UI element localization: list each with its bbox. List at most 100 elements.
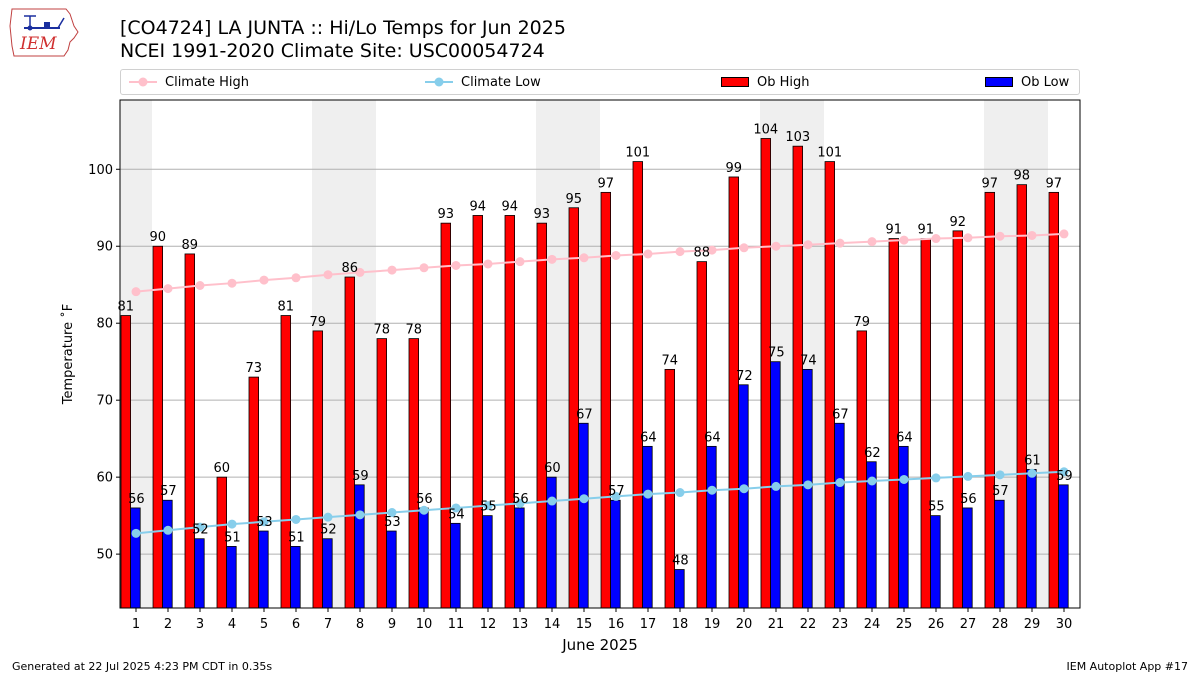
x-tick-label: 19 <box>704 617 721 632</box>
ob-low-bar <box>514 507 525 609</box>
ob-high-value-label: 89 <box>182 238 199 253</box>
climate-low-point <box>579 494 589 504</box>
y-tick-label: 80 <box>96 317 113 332</box>
ob-high-value-label: 97 <box>598 176 615 191</box>
x-tick-label: 1 <box>132 617 140 632</box>
ob-high-value-label: 93 <box>438 207 455 222</box>
climate-high-point <box>355 267 365 277</box>
ob-low-value-label: 64 <box>896 430 913 445</box>
ob-low-bar <box>354 484 365 609</box>
climate-low-point <box>323 512 333 522</box>
x-tick-label: 25 <box>896 617 913 632</box>
climate-high-point <box>547 254 557 264</box>
climate-low-point <box>899 474 909 484</box>
iem-logo: IEM <box>8 6 82 62</box>
ob-low-value-label: 75 <box>768 346 785 361</box>
climate-low-point <box>835 478 845 488</box>
ob-high-bar <box>536 222 548 609</box>
x-axis-label: June 2025 <box>561 636 638 654</box>
climate-low-point <box>675 488 685 498</box>
ob-low-value-label: 57 <box>992 484 1009 499</box>
ob-high-bar <box>248 376 260 609</box>
plot-frame <box>119 99 1081 609</box>
gridlines <box>120 168 1080 555</box>
climate-high-point <box>131 287 141 297</box>
ob-low-value-label: 51 <box>288 530 305 545</box>
x-tick-label: 9 <box>388 617 396 632</box>
legend-label-ob-high: Ob High <box>757 74 810 90</box>
x-tick-label: 28 <box>992 617 1009 632</box>
footer-generated-text: Generated at 22 Jul 2025 4:23 PM CDT in … <box>12 660 273 673</box>
climate-low-point <box>131 528 141 538</box>
ob-low-bar <box>482 515 493 609</box>
ob-high-value-label: 91 <box>918 223 935 238</box>
y-tick-label: 70 <box>96 394 113 409</box>
ob-low-bar <box>162 499 173 609</box>
ob-high-bar <box>856 330 868 609</box>
climate-low-point <box>227 519 237 529</box>
climate-low-point <box>803 480 813 490</box>
x-tick-label: 15 <box>576 617 593 632</box>
ob-high-bar <box>920 238 932 609</box>
ob-low-bar <box>706 445 717 609</box>
ob-low-value-label: 53 <box>256 515 273 530</box>
legend-marker-climate-high <box>129 77 157 87</box>
logo-text: IEM <box>20 34 57 54</box>
ob-high-value-label: 88 <box>694 246 711 261</box>
ob-low-bar <box>1058 484 1069 609</box>
ob-high-bar <box>760 138 772 609</box>
chart-legend: Climate High Climate Low Ob High Ob Low <box>120 69 1080 95</box>
climate-high-point <box>643 249 653 259</box>
climate-low-point <box>195 522 205 532</box>
x-tick-label: 21 <box>768 617 785 632</box>
ob-low-bar <box>194 538 205 609</box>
ob-low-bar <box>898 445 909 609</box>
climate-low-point <box>1027 468 1037 478</box>
ob-low-value-label: 53 <box>384 515 401 530</box>
x-tick-label: 6 <box>292 617 300 632</box>
ob-low-value-label: 56 <box>960 492 977 507</box>
ob-high-bar <box>280 315 292 609</box>
x-tick-label: 18 <box>672 617 689 632</box>
climate-low-point <box>451 503 461 513</box>
y-axis-label: Temperature ˚F <box>60 304 76 405</box>
climate-low-point <box>771 481 781 491</box>
ob-low-bar <box>418 507 429 609</box>
climate-high-line <box>135 232 1065 293</box>
ob-high-value-label: 104 <box>753 122 778 137</box>
ob-low-bar <box>994 499 1005 609</box>
ob-high-bar <box>120 315 132 609</box>
x-tick-label: 7 <box>324 617 332 632</box>
climate-high-point <box>291 273 301 283</box>
ob-high-bar <box>184 253 196 609</box>
ob-low-value-label: 55 <box>480 500 497 515</box>
x-tick-label: 5 <box>260 617 268 632</box>
ob-high-bar <box>312 330 324 609</box>
climate-high-point <box>483 259 493 269</box>
legend-marker-ob-high <box>721 77 749 87</box>
climate-high-point <box>419 263 429 273</box>
chart-subtitle: NCEI 1991-2020 Climate Site: USC00054724 <box>120 40 545 62</box>
climate-low-point <box>643 489 653 499</box>
climate-low-point <box>515 498 525 508</box>
y-tick-label: 50 <box>96 548 113 563</box>
ob-high-bar <box>888 238 900 609</box>
ob-low-value-label: 62 <box>864 446 881 461</box>
ob-high-value-label: 95 <box>566 192 583 207</box>
ob-high-value-label: 98 <box>1014 169 1031 184</box>
ob-high-bar <box>728 176 740 609</box>
legend-label-ob-low: Ob Low <box>1021 74 1070 90</box>
ob-high-bar <box>440 222 452 609</box>
chart-title: [CO4724] LA JUNTA :: Hi/Lo Temps for Jun… <box>120 17 566 39</box>
climate-low-point <box>547 496 557 506</box>
x-tick-label: 4 <box>228 617 236 632</box>
ob-high-bar <box>152 245 164 609</box>
ob-low-value-label: 59 <box>1056 469 1073 484</box>
ob-high-bar <box>472 215 484 609</box>
ob-high-value-label: 97 <box>1046 176 1063 191</box>
y-tick-label: 90 <box>96 240 113 255</box>
ob-low-value-label: 55 <box>928 500 945 515</box>
x-tick-label: 17 <box>640 617 657 632</box>
ob-low-bar <box>642 445 653 609</box>
